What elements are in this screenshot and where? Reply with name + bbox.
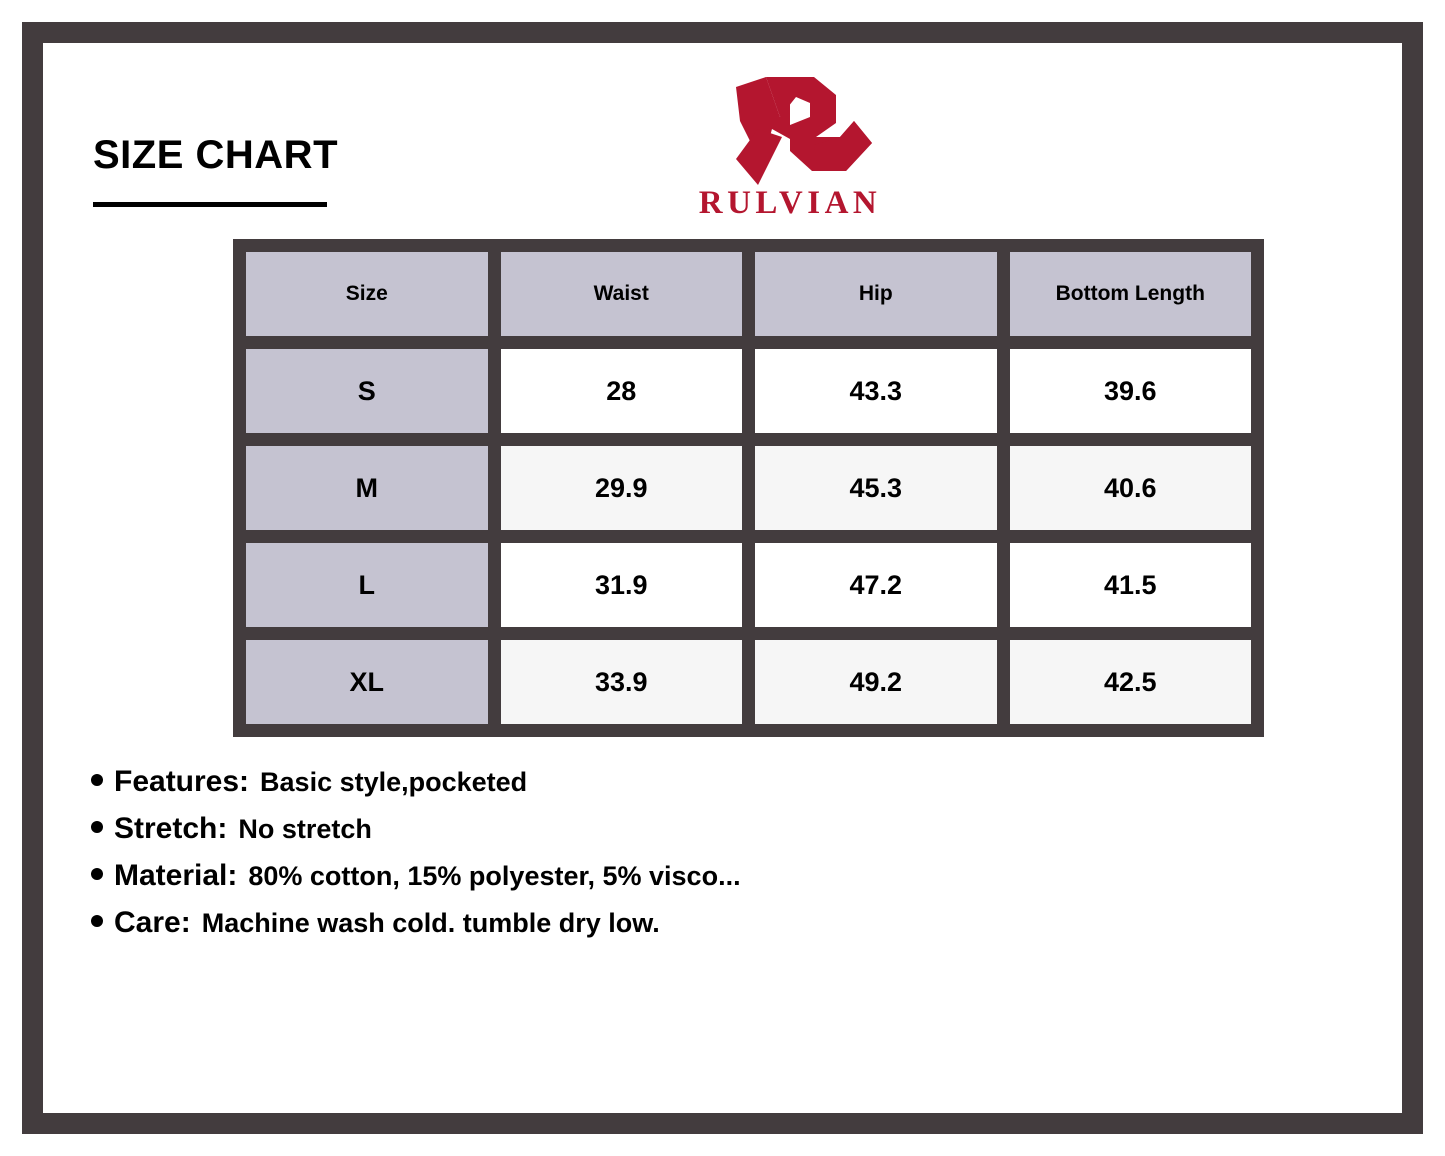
column-header-bottom-length: Bottom Length bbox=[1009, 252, 1251, 336]
cell-bottom-length: 42.5 bbox=[1009, 640, 1251, 724]
cell-waist: 28 bbox=[500, 349, 742, 433]
title-block: SIZE CHART bbox=[93, 135, 338, 207]
spec-value: No stretch bbox=[238, 814, 372, 844]
page-title: SIZE CHART bbox=[93, 133, 338, 177]
cell-bottom-length: 41.5 bbox=[1009, 543, 1251, 627]
table-body: S 28 43.3 39.6 M 29.9 45.3 40.6 L 31.9 bbox=[246, 349, 1251, 724]
spec-label: Material: bbox=[114, 859, 238, 892]
cell-size: XL bbox=[246, 640, 488, 724]
outer-frame: SIZE CHART RULVIAN Size Wais bbox=[22, 22, 1423, 1134]
cell-size: L bbox=[246, 543, 488, 627]
column-header-hip: Hip bbox=[755, 252, 997, 336]
cell-bottom-length: 39.6 bbox=[1009, 349, 1251, 433]
spec-value: 80% cotton, 15% polyester, 5% visco... bbox=[248, 861, 741, 891]
table-row: M 29.9 45.3 40.6 bbox=[246, 446, 1251, 530]
table-row: S 28 43.3 39.6 bbox=[246, 349, 1251, 433]
table-row: L 31.9 47.2 41.5 bbox=[246, 543, 1251, 627]
spec-label: Features: bbox=[114, 765, 250, 798]
bullet-icon bbox=[91, 821, 103, 833]
spec-value: Machine wash cold. tumble dry low. bbox=[201, 908, 660, 938]
spec-item-care: Care: Machine wash cold. tumble dry low. bbox=[91, 906, 1291, 940]
spec-value: Basic style,pocketed bbox=[260, 767, 528, 797]
table-header: Size Waist Hip Bottom Length bbox=[246, 252, 1251, 336]
spec-item-features: Features: Basic style,pocketed bbox=[91, 765, 1291, 799]
title-underline-rule bbox=[93, 202, 327, 207]
cell-bottom-length: 40.6 bbox=[1009, 446, 1251, 530]
cell-waist: 31.9 bbox=[500, 543, 742, 627]
cell-hip: 49.2 bbox=[755, 640, 997, 724]
spec-label: Stretch: bbox=[114, 812, 228, 845]
brand-wordmark: RULVIAN bbox=[698, 185, 882, 221]
table-header-row: Size Waist Hip Bottom Length bbox=[246, 252, 1251, 336]
product-specs-list: Features: Basic style,pocketed Stretch: … bbox=[91, 765, 1291, 953]
bullet-icon bbox=[91, 868, 103, 880]
cell-waist: 29.9 bbox=[500, 446, 742, 530]
spec-item-material: Material: 80% cotton, 15% polyester, 5% … bbox=[91, 859, 1291, 893]
cell-hip: 43.3 bbox=[755, 349, 997, 433]
spec-item-stretch: Stretch: No stretch bbox=[91, 812, 1291, 846]
column-header-size: Size bbox=[246, 252, 488, 336]
brand-block: RULVIAN bbox=[640, 73, 940, 222]
cell-hip: 45.3 bbox=[755, 446, 997, 530]
cell-size: M bbox=[246, 446, 488, 530]
bullet-icon bbox=[91, 915, 103, 927]
size-table-container: Size Waist Hip Bottom Length S 28 43.3 3… bbox=[233, 239, 1264, 737]
cell-hip: 47.2 bbox=[755, 543, 997, 627]
table-row: XL 33.9 49.2 42.5 bbox=[246, 640, 1251, 724]
bullet-icon bbox=[91, 774, 103, 786]
column-header-waist: Waist bbox=[500, 252, 742, 336]
angular-r-logo-icon bbox=[736, 77, 872, 185]
cell-size: S bbox=[246, 349, 488, 433]
size-table: Size Waist Hip Bottom Length S 28 43.3 3… bbox=[233, 239, 1264, 737]
cell-waist: 33.9 bbox=[500, 640, 742, 724]
spec-label: Care: bbox=[114, 906, 191, 939]
